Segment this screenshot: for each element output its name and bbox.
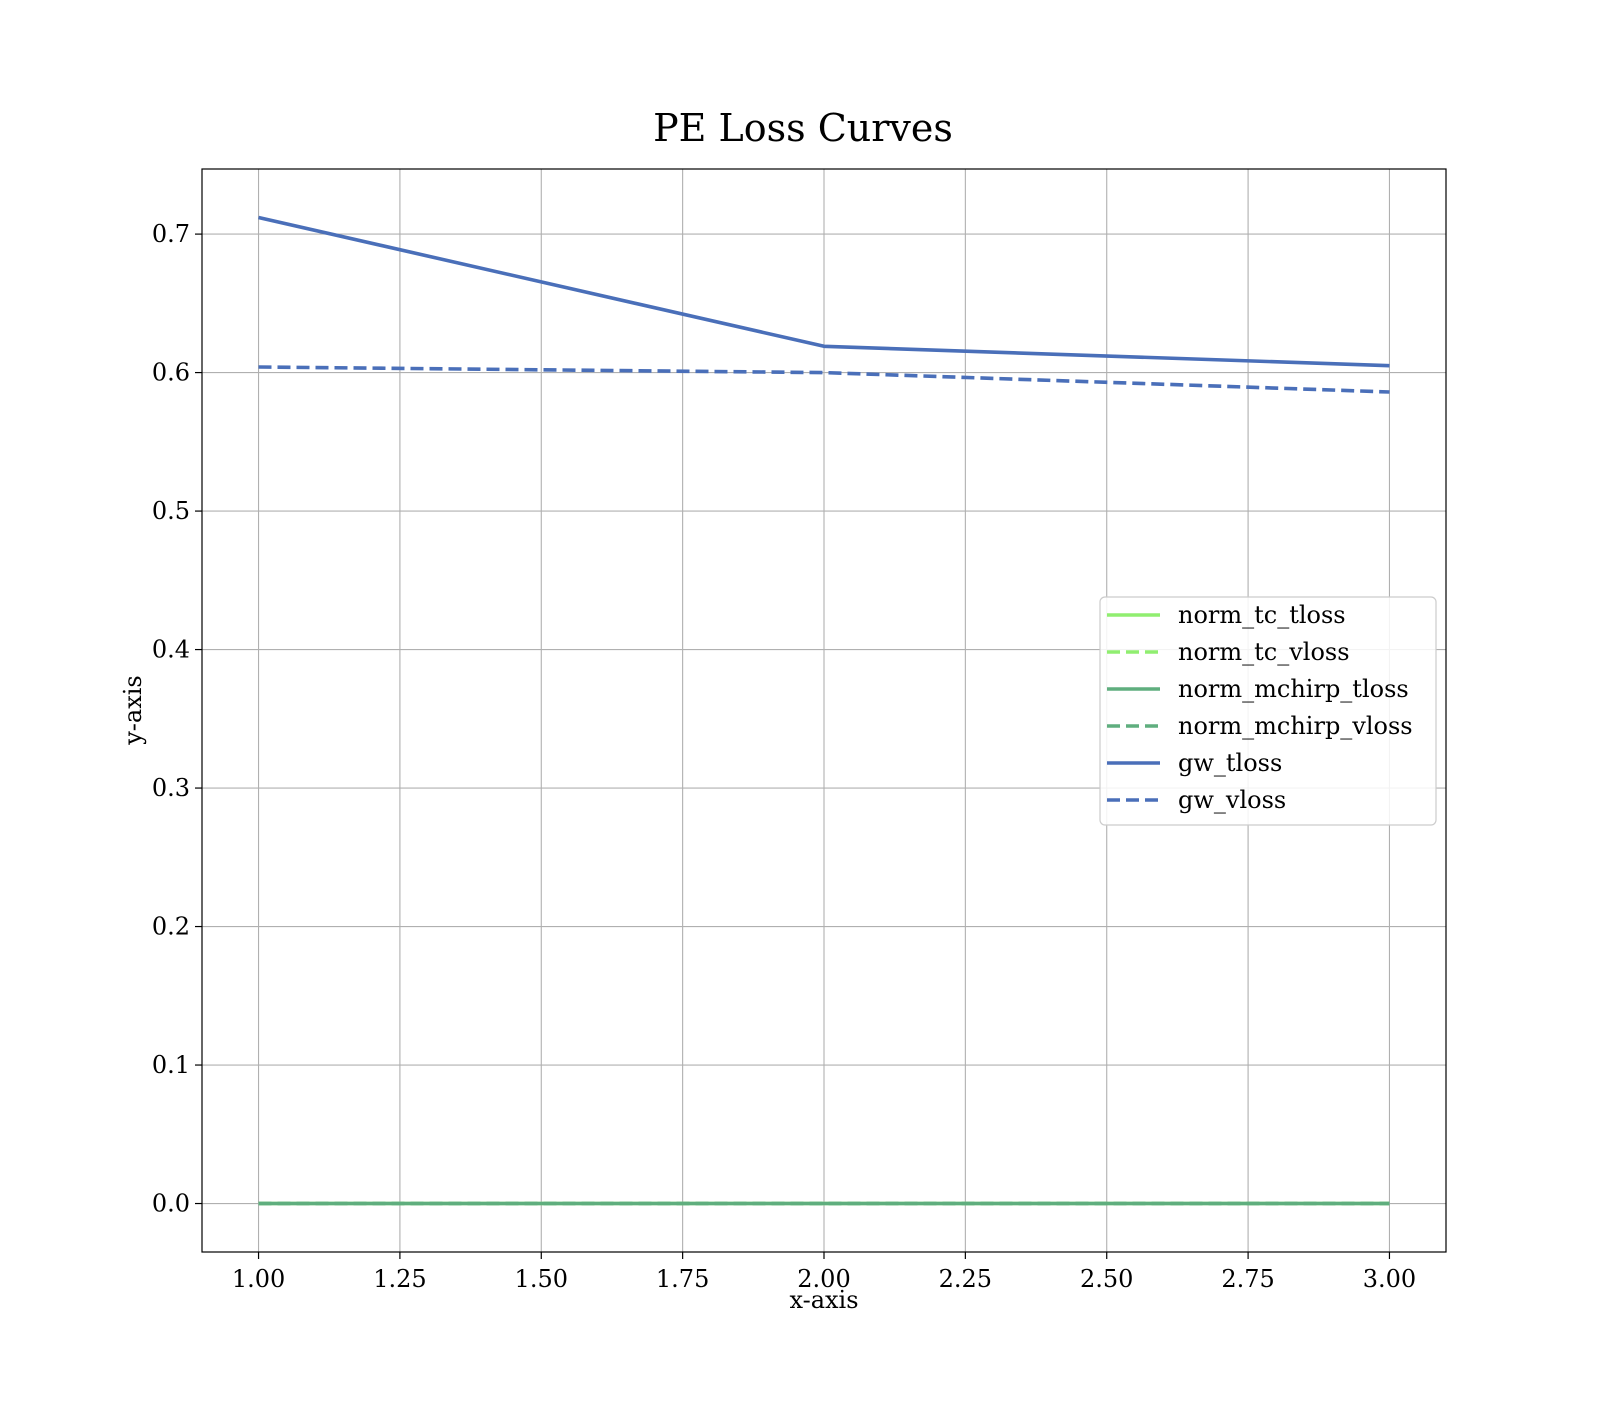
legend-label: norm_tc_vloss bbox=[1178, 638, 1350, 666]
y-tick-label: 0.1 bbox=[152, 1051, 190, 1079]
y-tick-label: 0.0 bbox=[152, 1190, 190, 1218]
series-line-gw-tloss bbox=[258, 215, 1390, 368]
y-tick-label: 0.4 bbox=[152, 636, 190, 664]
x-tick-label: 2.75 bbox=[1221, 1265, 1274, 1293]
y-tick-label: 0.5 bbox=[152, 497, 190, 525]
legend-label: norm_mchirp_tloss bbox=[1178, 675, 1409, 703]
y-tick-label: 0.7 bbox=[152, 220, 190, 248]
x-tick-label: 1.50 bbox=[515, 1265, 568, 1293]
legend-label: norm_tc_tloss bbox=[1178, 601, 1346, 629]
y-tick-label: 0.6 bbox=[152, 359, 190, 387]
legend-box bbox=[1099, 596, 1437, 826]
legend-label: norm_mchirp_vloss bbox=[1178, 712, 1413, 740]
y-axis-ticks: 0.0 0.1 0.2 0.3 0.4 0.5 0.6 0.7 bbox=[152, 220, 202, 1218]
x-tick-label: 3.00 bbox=[1363, 1265, 1416, 1293]
x-axis-label: x-axis bbox=[789, 1286, 858, 1314]
x-tick-label: 2.25 bbox=[939, 1265, 992, 1293]
series-line-gw-vloss bbox=[258, 365, 1390, 394]
y-axis-label: y-axis bbox=[119, 675, 147, 746]
x-tick-label: 2.50 bbox=[1080, 1265, 1133, 1293]
legend: norm_tc_tloss norm_tc_vloss norm_mchirp_tl… bbox=[1099, 596, 1437, 826]
y-tick-label: 0.2 bbox=[152, 913, 190, 941]
x-tick-label: 1.00 bbox=[232, 1265, 285, 1293]
x-tick-label: 2.00 bbox=[797, 1265, 850, 1293]
series-lines bbox=[258, 215, 1390, 1206]
y-tick-label: 0.3 bbox=[152, 774, 190, 802]
x-tick-label: 1.75 bbox=[656, 1265, 709, 1293]
x-axis-ticks: 1.00 1.25 1.50 1.75 2.00 2.25 2.50 2.75 3.00 bbox=[232, 1252, 1416, 1293]
legend-label: gw_vloss bbox=[1178, 786, 1286, 814]
chart-title: PE Loss Curves bbox=[653, 106, 953, 150]
x-tick-label: 1.25 bbox=[373, 1265, 426, 1293]
legend-label: gw_tloss bbox=[1178, 749, 1282, 777]
legend-entries: norm_tc_tloss norm_tc_vloss norm_mchirp_tl… bbox=[1107, 601, 1413, 814]
